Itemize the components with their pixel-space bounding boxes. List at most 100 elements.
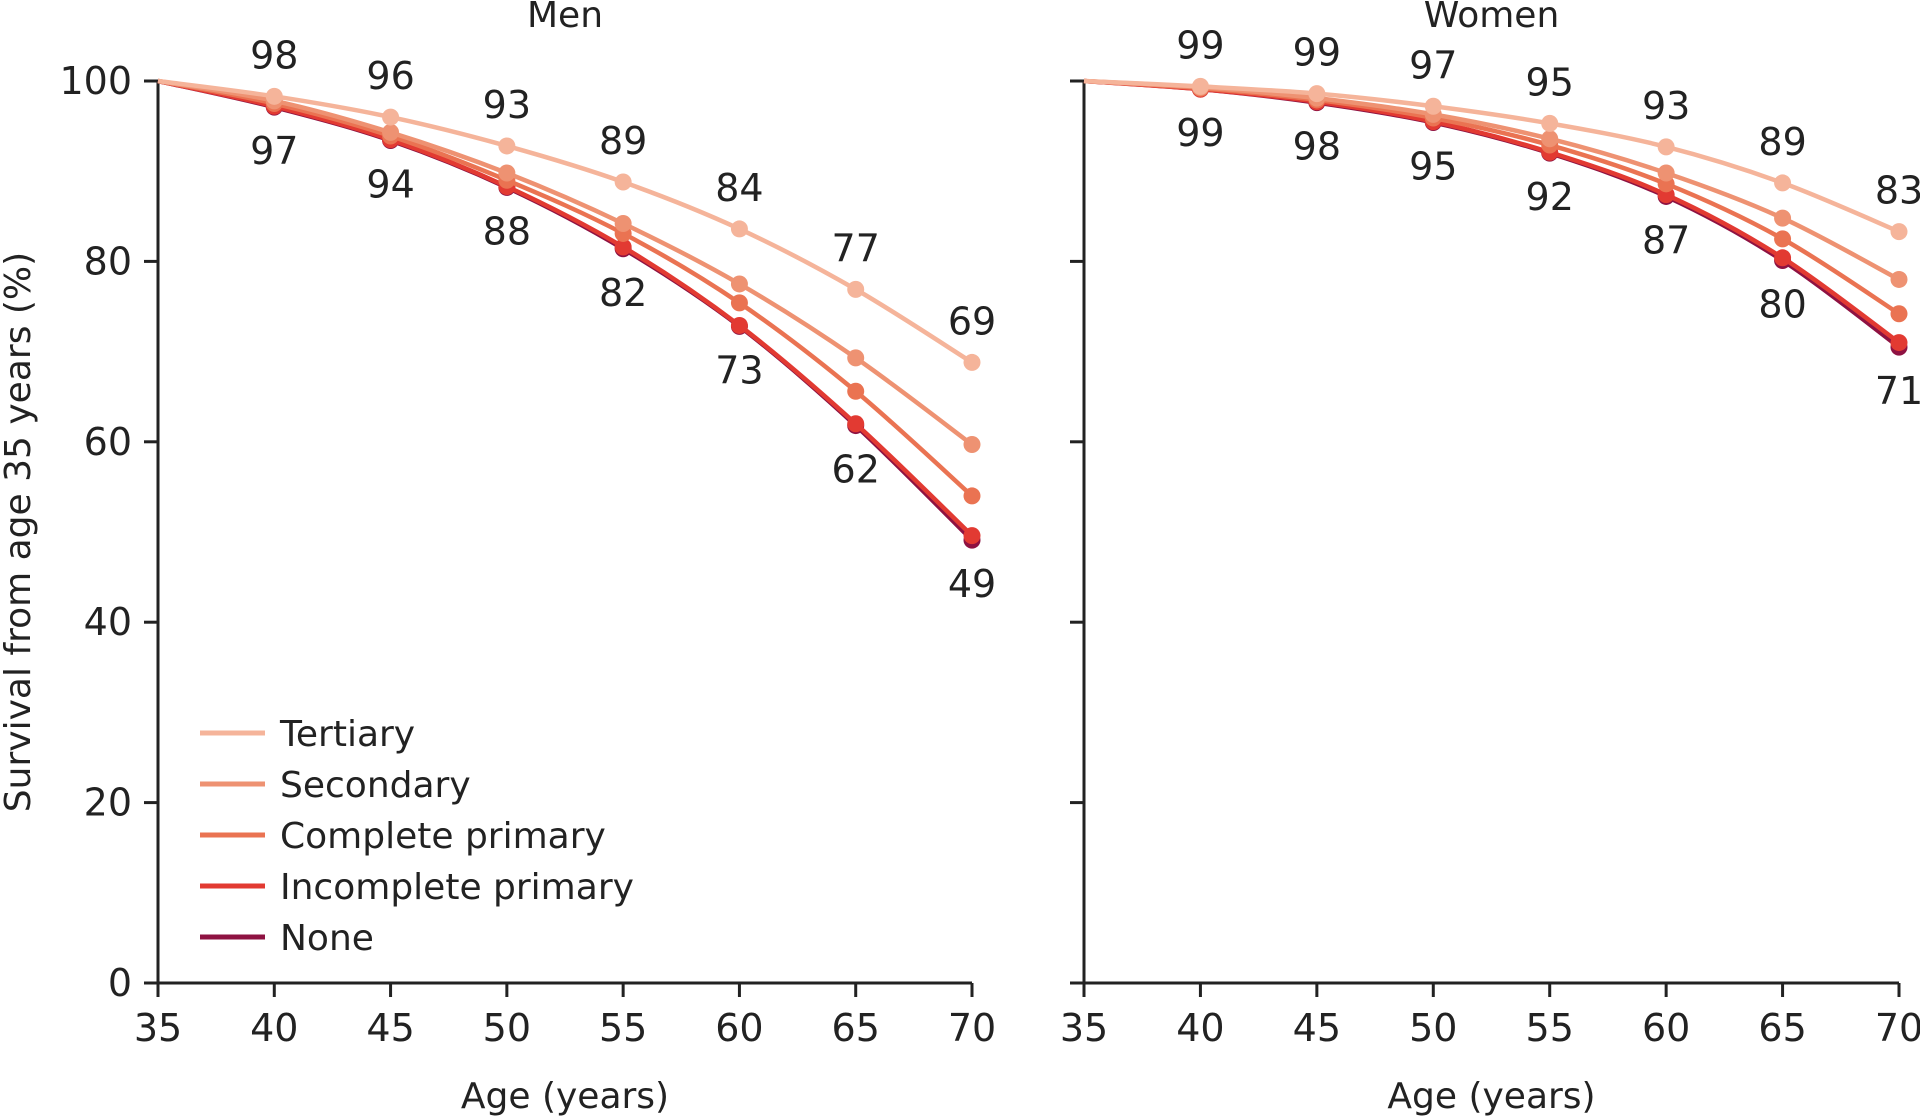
- data-label: 98: [250, 33, 298, 77]
- data-point-secondary: [1657, 164, 1675, 182]
- data-label: 88: [483, 209, 531, 253]
- data-point-tertiary: [730, 220, 748, 238]
- legend-label-incomplete-primary: Incomplete primary: [280, 867, 634, 908]
- data-point-incomplete-primary: [614, 238, 632, 256]
- data-label: 84: [715, 166, 763, 210]
- data-point-secondary: [1541, 130, 1559, 148]
- x-tick-label: 60: [715, 1006, 763, 1050]
- x-tick-label: 35: [1060, 1006, 1108, 1050]
- data-point-tertiary: [382, 108, 400, 126]
- data-point-tertiary: [1308, 85, 1326, 103]
- data-label: 82: [599, 271, 647, 315]
- data-point-secondary: [498, 164, 516, 182]
- data-label: 62: [832, 448, 880, 492]
- data-point-tertiary: [1191, 77, 1209, 95]
- data-label: 93: [1642, 84, 1690, 128]
- data-point-incomplete-primary: [963, 527, 981, 545]
- data-point-tertiary: [1774, 174, 1792, 192]
- data-label: 99: [1176, 23, 1224, 67]
- y-tick-label: 40: [84, 600, 132, 644]
- x-tick-label: 70: [948, 1006, 996, 1050]
- data-point-tertiary: [265, 87, 283, 105]
- data-point-tertiary: [498, 137, 516, 155]
- data-point-secondary: [847, 349, 865, 367]
- data-point-secondary: [730, 275, 748, 293]
- data-label: 89: [1758, 120, 1806, 164]
- data-point-complete-primary: [963, 487, 981, 505]
- y-tick-label: 80: [84, 239, 132, 283]
- data-label: 94: [366, 163, 414, 207]
- x-tick-label: 55: [1526, 1006, 1574, 1050]
- data-point-complete-primary: [1890, 305, 1908, 323]
- data-point-tertiary: [1424, 97, 1442, 115]
- x-tick-label: 60: [1642, 1006, 1690, 1050]
- data-label: 92: [1526, 175, 1574, 219]
- data-label: 95: [1409, 144, 1457, 188]
- data-label: 98: [1293, 125, 1341, 169]
- panel-title: Women: [1424, 0, 1560, 36]
- legend-label-tertiary: Tertiary: [279, 714, 415, 755]
- x-tick-label: 40: [250, 1006, 298, 1050]
- data-label: 80: [1758, 282, 1806, 326]
- x-tick-label: 50: [483, 1006, 531, 1050]
- panel-title: Men: [527, 0, 603, 36]
- data-point-tertiary: [1541, 114, 1559, 132]
- y-tick-label: 0: [108, 961, 132, 1005]
- data-label: 73: [715, 348, 763, 392]
- data-point-complete-primary: [847, 382, 865, 400]
- x-tick-label: 70: [1875, 1006, 1920, 1050]
- data-point-tertiary: [1890, 223, 1908, 241]
- data-label: 71: [1875, 369, 1920, 413]
- x-tick-label: 40: [1176, 1006, 1224, 1050]
- data-point-tertiary: [847, 280, 865, 298]
- legend-label-complete-primary: Complete primary: [280, 816, 606, 857]
- x-axis-title: Age (years): [461, 1076, 669, 1117]
- y-tick-label: 100: [59, 59, 132, 103]
- data-point-tertiary: [614, 173, 632, 191]
- data-point-complete-primary: [1774, 230, 1792, 248]
- data-point-incomplete-primary: [1774, 249, 1792, 267]
- x-tick-label: 55: [599, 1006, 647, 1050]
- data-label: 89: [599, 119, 647, 163]
- series-line-tertiary: [157, 78, 974, 365]
- data-point-secondary: [382, 123, 400, 141]
- data-label: 93: [483, 83, 531, 127]
- x-axis-title: Age (years): [1387, 1076, 1595, 1117]
- y-tick-label: 20: [84, 781, 132, 825]
- data-label: 99: [1293, 31, 1341, 75]
- legend: Tertiary Secondary Complete primary Incompl…: [200, 714, 634, 959]
- data-label: 49: [948, 562, 996, 606]
- data-point-secondary: [614, 215, 632, 233]
- data-point-incomplete-primary: [1890, 334, 1908, 352]
- data-point-tertiary: [963, 353, 981, 371]
- data-point-tertiary: [1657, 138, 1675, 156]
- data-point-secondary: [1774, 209, 1792, 227]
- panel-women: Women 35 40 45 50 55 60 65 70 Age (years) 99 99 99 98…: [1060, 0, 1920, 1117]
- data-label: 97: [250, 129, 298, 173]
- data-point-incomplete-primary: [730, 316, 748, 334]
- y-axis-title: Survival from age 35 years (%): [0, 252, 39, 812]
- data-label: 97: [1409, 43, 1457, 87]
- legend-label-secondary: Secondary: [280, 765, 471, 806]
- data-point-secondary: [963, 436, 981, 454]
- x-tick-label: 65: [1758, 1006, 1806, 1050]
- x-tick-label: 65: [832, 1006, 880, 1050]
- data-label: 69: [948, 299, 996, 343]
- panel-men: Men 0 20 40 60 80 100 35 40 45 50 55 60 65 70 Age (year…: [0, 0, 996, 1117]
- y-tick-label: 60: [84, 420, 132, 464]
- x-tick-label: 35: [134, 1006, 182, 1050]
- data-label: 87: [1642, 218, 1690, 262]
- data-label: 96: [366, 54, 414, 98]
- x-tick-label: 45: [1293, 1006, 1341, 1050]
- data-label: 77: [832, 226, 880, 270]
- data-point-complete-primary: [730, 294, 748, 312]
- data-point-secondary: [1890, 270, 1908, 288]
- x-tick-label: 50: [1409, 1006, 1457, 1050]
- data-label: 95: [1526, 60, 1574, 104]
- data-label: 83: [1875, 169, 1920, 213]
- x-tick-label: 45: [366, 1006, 414, 1050]
- data-label: 99: [1176, 111, 1224, 155]
- data-point-incomplete-primary: [847, 415, 865, 433]
- legend-label-none: None: [280, 918, 374, 959]
